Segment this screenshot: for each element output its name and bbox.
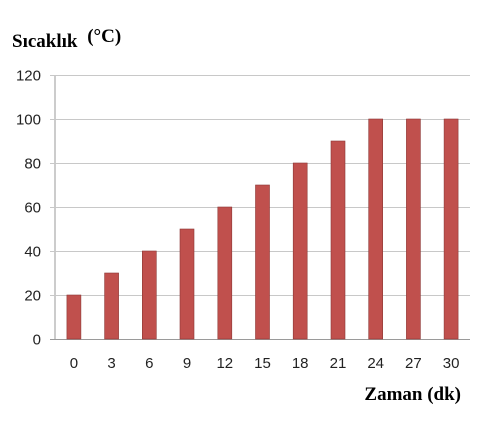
bar-30: [443, 118, 459, 340]
bar-24: [368, 118, 384, 340]
y-tick-label-120: 120: [16, 68, 41, 85]
x-tick-label-0: 0: [70, 355, 78, 372]
x-tick-labels: 0 3 6 9 12 15 18 21 24 27 30: [70, 355, 460, 372]
y-tick-label-60: 60: [24, 200, 41, 217]
bar-0: [66, 294, 82, 340]
bar-21: [330, 140, 346, 340]
y-tick-labels: 0 20 40 60 80 100 120: [16, 68, 41, 349]
bar-27: [406, 118, 421, 340]
x-tick-label-12: 12: [216, 355, 233, 372]
x-tick-label-27: 27: [405, 355, 422, 372]
bar-18: [292, 162, 308, 340]
y-axis-unit: (°C): [87, 26, 121, 47]
x-tick-label-30: 30: [443, 355, 460, 372]
y-axis-title: Sıcaklık (°C): [12, 26, 121, 52]
bars: [66, 118, 459, 340]
y-tick-label-0: 0: [33, 332, 41, 349]
y-tick-label-80: 80: [24, 156, 41, 173]
bar-6: [142, 250, 157, 340]
x-tick-label-9: 9: [183, 355, 191, 372]
bar-12: [217, 206, 233, 340]
x-tick-label-24: 24: [367, 355, 384, 372]
y-tick-label-100: 100: [16, 112, 41, 129]
x-axis-title: Zaman (dk): [364, 384, 461, 405]
y-tick-label-20: 20: [24, 288, 41, 305]
y-axis-title-text: Sıcaklık: [12, 31, 78, 52]
y-tick-label-40: 40: [24, 244, 41, 261]
x-tick-label-18: 18: [292, 355, 309, 372]
x-tick-label-15: 15: [254, 355, 271, 372]
bar-3: [104, 272, 119, 340]
bar-15: [255, 184, 270, 340]
bar-9: [179, 228, 195, 340]
x-tick-label-21: 21: [330, 355, 347, 372]
x-tick-label-3: 3: [107, 355, 115, 372]
x-tick-label-6: 6: [145, 355, 153, 372]
